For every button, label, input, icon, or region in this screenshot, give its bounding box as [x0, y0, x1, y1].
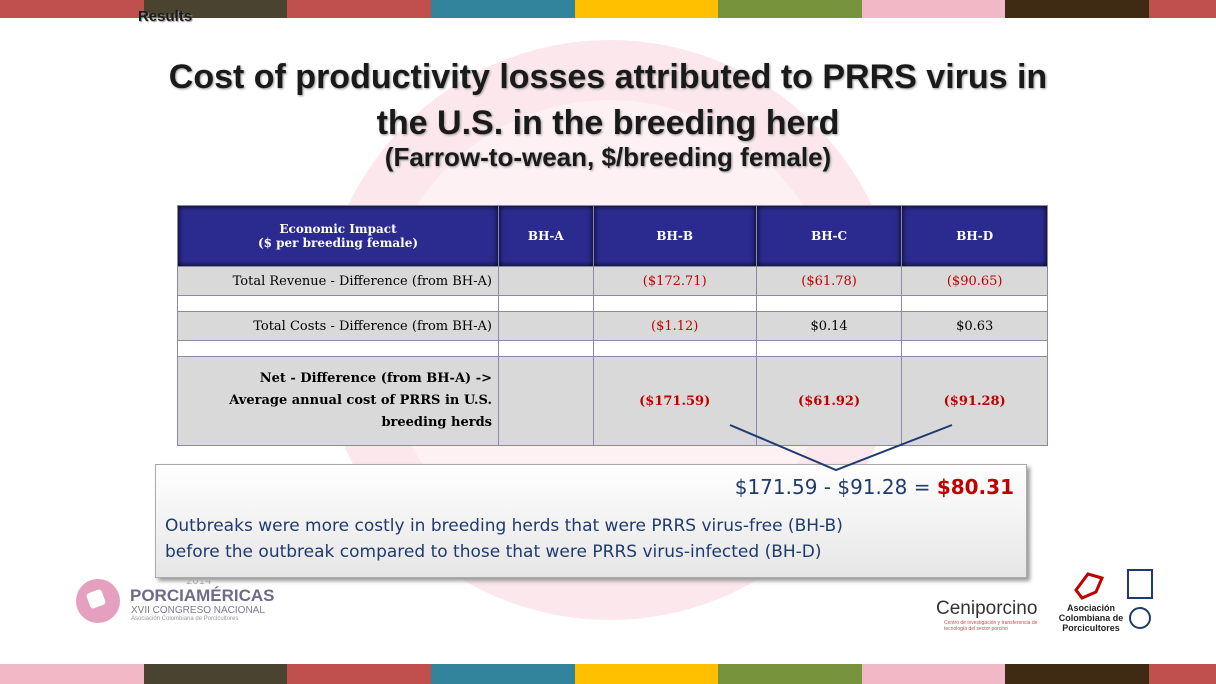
cell	[498, 356, 594, 446]
row-label: Net - Difference (from BH-A) -> Average a…	[177, 356, 499, 446]
asociacion-name: Asociación Colombiana de Porcicultores	[1058, 603, 1124, 633]
title-line: Cost of productivity losses attributed t…	[168, 58, 1048, 96]
cell: ($90.65)	[901, 266, 1048, 296]
cell: ($61.92)	[755, 356, 903, 446]
logo-org: Asociación Colombiana de Porcicultores	[131, 616, 239, 622]
callout: $171.59 - $91.28 = $80.31 Outbreaks were…	[155, 464, 1027, 578]
header-text: Economic Impact	[279, 222, 397, 236]
row-label: Total Costs - Difference (from BH-A)	[177, 311, 499, 341]
section-label: Results	[138, 8, 193, 25]
cell: ($171.59)	[592, 356, 757, 446]
row: Net - Difference (from BH-A) -> Average a…	[177, 356, 1048, 446]
spacer-row	[177, 295, 1048, 312]
ceniporcino-tagline: Centro de investigación y transferencia …	[944, 620, 1038, 632]
equation-result: $80.31	[936, 475, 1014, 499]
spacer-row	[177, 340, 1048, 357]
title-line: the U.S. in the breeding herd	[376, 104, 840, 142]
cell	[498, 311, 594, 341]
logo-icon	[86, 589, 106, 609]
subtitle: (Farrow-to-wean, $/breeding female)	[384, 142, 832, 172]
bottom-stripes	[0, 664, 1216, 684]
equation: $171.59 - $91.28 = $80.31	[735, 475, 1014, 499]
label-line: Net - Difference (from BH-A) ->	[259, 371, 492, 386]
title: Cost of productivity losses attributed t…	[0, 54, 1216, 146]
text-line: Outbreaks were more costly in breeding h…	[165, 516, 843, 536]
equation-text: $171.59 - $91.28 =	[734, 475, 931, 499]
header-cell: BH-B	[592, 205, 757, 267]
logo-icon	[1074, 572, 1105, 600]
cert-icon	[1127, 569, 1153, 599]
row: Total Revenue - Difference (from BH-A) (…	[177, 266, 1048, 296]
header-row: Economic Impact ($ per breeding female) B…	[177, 205, 1048, 267]
row-label: Total Revenue - Difference (from BH-A)	[177, 266, 499, 296]
header-text: ($ per breeding female)	[257, 236, 419, 250]
header-cell: BH-D	[901, 205, 1048, 267]
cell: ($91.28)	[901, 356, 1048, 446]
connector-line	[729, 424, 953, 472]
header-cell: Economic Impact ($ per breeding female)	[177, 205, 499, 267]
cert-icon	[1129, 607, 1151, 629]
cell: $0.63	[901, 311, 1048, 341]
logo-year: 2014	[186, 576, 212, 587]
label-line: Average annual cost of PRRS in U.S.	[229, 393, 492, 408]
header-cell: BH-C	[755, 205, 903, 267]
cell: ($172.71)	[592, 266, 757, 296]
table: Economic Impact ($ per breeding female) B…	[177, 205, 1048, 446]
ceniporcino-logo: Ceniporcino	[936, 598, 1038, 619]
label-line: breeding herds	[381, 415, 492, 430]
text-line: before the outbreak compared to those th…	[165, 542, 822, 562]
callout-text: Outbreaks were more costly in breeding h…	[165, 513, 843, 565]
asociacion-logo	[1074, 569, 1153, 629]
top-stripes	[0, 0, 1216, 18]
logo-subtitle: XVII CONGRESO NACIONAL	[131, 605, 265, 616]
logo-name: PORCIAMÉRICAS	[130, 586, 275, 605]
porciamericas-logo	[76, 579, 120, 623]
header-cell: BH-A	[498, 205, 594, 267]
